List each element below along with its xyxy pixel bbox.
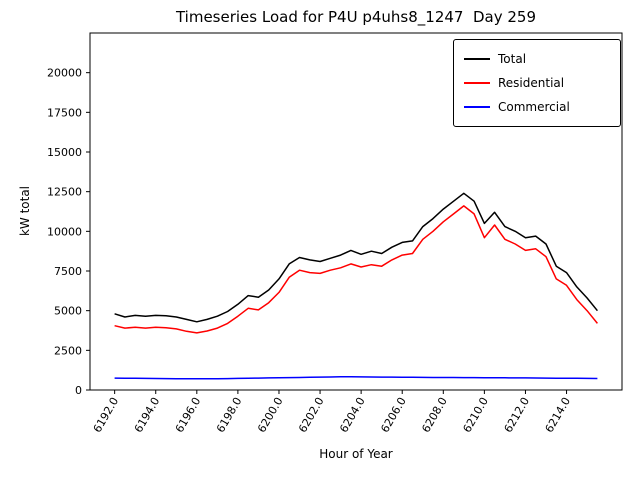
x-tick-label: 6198.0: [214, 395, 245, 435]
y-tick-label: 7500: [54, 265, 82, 278]
legend: Total Residential Commercial: [453, 39, 621, 127]
x-tick-label: 6200.0: [255, 395, 286, 435]
legend-item-total: Total: [464, 47, 610, 71]
x-tick-label: 6206.0: [378, 395, 409, 435]
y-tick-label: 17500: [47, 106, 82, 119]
y-axis-label: kW total: [18, 185, 32, 237]
legend-label-residential: Residential: [498, 76, 565, 90]
x-tick-label: 6208.0: [419, 395, 450, 435]
y-tick-label: 20000: [47, 67, 82, 80]
x-tick-label: 6202.0: [296, 395, 327, 435]
y-tick-label: 12500: [47, 186, 82, 199]
series-line-commercial: [114, 376, 598, 380]
y-tick-label: 10000: [47, 225, 82, 238]
x-tick-label: 6210.0: [460, 395, 491, 435]
x-tick-label: 6212.0: [502, 395, 533, 435]
legend-label-commercial: Commercial: [498, 100, 570, 114]
y-tick-label: 0: [75, 384, 82, 397]
total-line-swatch: [464, 58, 490, 60]
x-tick-label: 6192.0: [91, 395, 122, 435]
legend-item-commercial: Commercial: [464, 95, 610, 119]
y-tick-label: 5000: [54, 305, 82, 318]
commercial-line-swatch: [464, 106, 490, 108]
y-tick-label: 2500: [54, 344, 82, 357]
x-tick-label: 6204.0: [337, 395, 368, 435]
legend-label-total: Total: [498, 52, 527, 66]
chart-title: Timeseries Load for P4U p4uhs8_1247 Day …: [175, 8, 537, 26]
series-line-total: [114, 192, 598, 323]
legend-item-residential: Residential: [464, 71, 610, 95]
residential-line-swatch: [464, 82, 490, 84]
x-tick-label: 6196.0: [173, 395, 204, 435]
plot-border: [89, 32, 623, 391]
x-tick-label: 6214.0: [543, 395, 574, 435]
y-tick-label: 15000: [47, 146, 82, 159]
x-axis-label: Hour of Year: [319, 447, 393, 461]
series-line-residential: [114, 205, 598, 334]
x-tick-label: 6194.0: [132, 395, 163, 435]
